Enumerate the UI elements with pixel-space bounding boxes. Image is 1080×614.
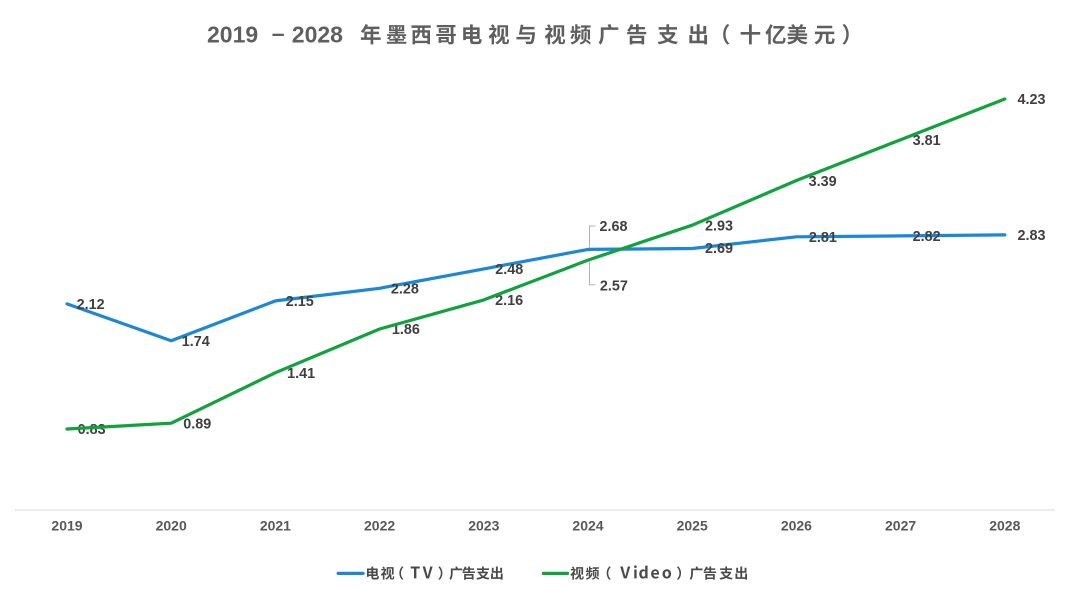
svg-text:3.81: 3.81 [913, 133, 941, 149]
svg-text:2021: 2021 [260, 518, 291, 534]
svg-text:4.23: 4.23 [1018, 92, 1046, 108]
svg-text:2.82: 2.82 [913, 229, 941, 245]
svg-text:1.74: 1.74 [182, 334, 210, 350]
svg-text:2.83: 2.83 [1018, 228, 1046, 244]
svg-text:2020: 2020 [156, 518, 187, 534]
svg-text:2.57: 2.57 [600, 279, 628, 295]
svg-text:2025: 2025 [677, 518, 708, 534]
svg-text:2028: 2028 [989, 518, 1020, 534]
svg-text:2.69: 2.69 [705, 241, 733, 257]
svg-text:–: – [272, 20, 285, 46]
svg-text:1.41: 1.41 [287, 366, 315, 382]
svg-text:2.16: 2.16 [495, 293, 523, 309]
svg-text:0.89: 0.89 [183, 416, 211, 432]
svg-text:2.81: 2.81 [809, 230, 837, 246]
svg-text:2.68: 2.68 [600, 219, 628, 235]
svg-text:2.12: 2.12 [77, 297, 105, 313]
svg-text:2023: 2023 [468, 518, 499, 534]
svg-text:2024: 2024 [572, 518, 603, 534]
svg-text:2027: 2027 [885, 518, 916, 534]
svg-text:2.93: 2.93 [705, 218, 733, 234]
svg-text:2.48: 2.48 [495, 262, 523, 278]
svg-text:0.83: 0.83 [78, 422, 106, 438]
svg-text:2028: 2028 [292, 22, 343, 48]
svg-text:2022: 2022 [364, 518, 395, 534]
svg-text:2019: 2019 [207, 22, 258, 48]
svg-text:3.39: 3.39 [809, 174, 837, 190]
svg-text:2019: 2019 [51, 518, 82, 534]
svg-text:2026: 2026 [781, 518, 812, 534]
svg-text:1.86: 1.86 [392, 322, 420, 338]
svg-text:2.28: 2.28 [391, 282, 419, 298]
svg-text:2.15: 2.15 [286, 294, 314, 310]
